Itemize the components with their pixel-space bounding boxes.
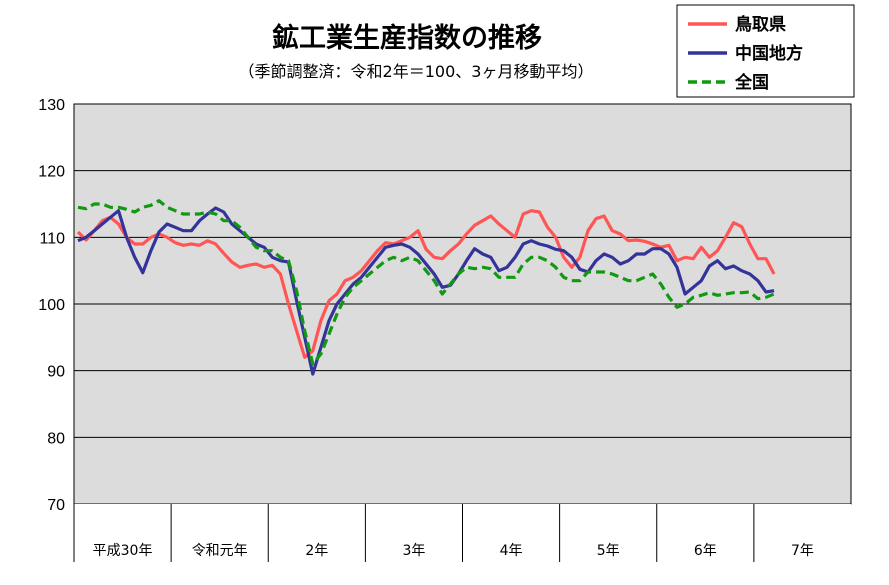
y-tick-label: 70	[47, 497, 65, 514]
y-tick-label: 130	[38, 97, 65, 114]
y-tick-label: 80	[47, 430, 65, 447]
series-group	[76, 199, 776, 376]
chart-title: 鉱工業生産指数の推移	[272, 22, 542, 54]
chart-subtitle: （季節調整済：令和2年＝100、3ヶ月移動平均）	[239, 62, 594, 81]
category-label: 4年	[500, 543, 523, 559]
legend-label: 全国	[734, 72, 769, 93]
y-tick-label: 100	[38, 297, 65, 314]
y-tick-label: 110	[39, 230, 65, 247]
series-line-3	[77, 199, 775, 366]
category-label: 5年	[597, 543, 620, 559]
category-label: 令和元年	[192, 543, 248, 559]
y-axis: 70 80 90 100 110 120 130	[38, 97, 65, 514]
legend-label: 中国地方	[735, 43, 803, 64]
grid-lines	[74, 170, 851, 438]
category-axis: 平成30年 令和元年 2年 3年 4年 5年 6年 7年	[93, 504, 814, 562]
series-line-1	[76, 209, 776, 359]
category-label: 3年	[402, 543, 425, 559]
legend-label: 鳥取県	[735, 14, 786, 35]
category-label: 2年	[305, 543, 328, 559]
category-label: 平成30年	[93, 543, 153, 559]
y-tick-label: 120	[38, 164, 65, 181]
y-tick-label: 90	[47, 364, 65, 381]
category-label: 7年	[791, 543, 814, 559]
category-label: 6年	[694, 543, 717, 559]
series-line-2	[77, 206, 775, 376]
